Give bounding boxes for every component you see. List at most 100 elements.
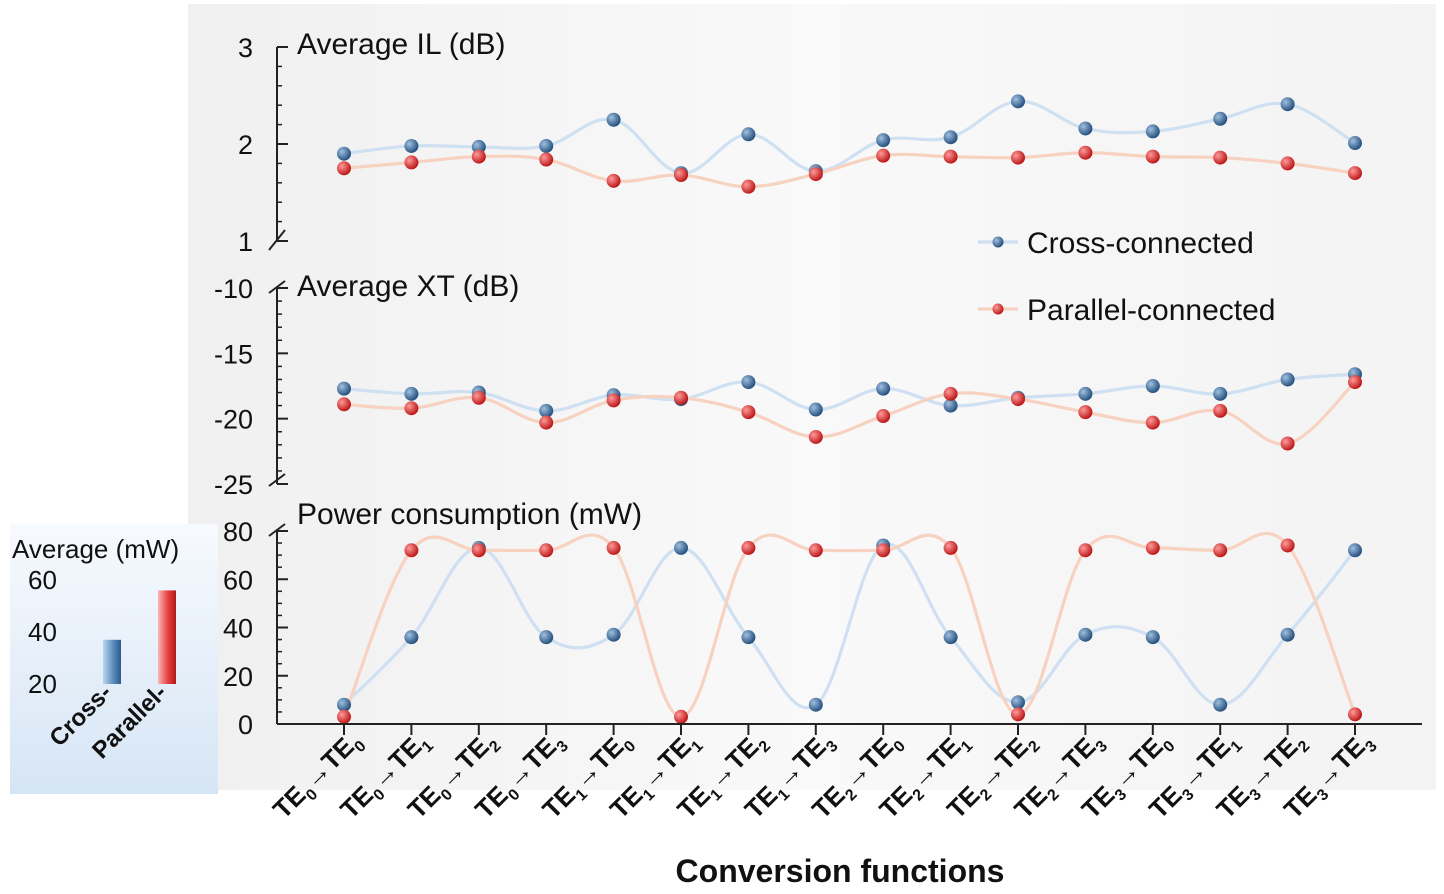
data-point-parallel [606,393,621,408]
data-point-parallel [876,409,891,424]
series-line-cross [343,372,1356,413]
panel-il: 1 2 3 Average IL (dB) [238,28,1362,257]
data-point-cross [1078,386,1093,401]
data-point-cross [1348,543,1362,558]
data-point-cross [808,402,823,417]
data-point-parallel [539,543,554,558]
data-point-parallel [337,397,351,412]
y-tick-label: 3 [238,33,253,63]
data-point-parallel [1348,166,1362,181]
data-point-cross [404,138,419,153]
data-point-parallel [1145,415,1160,430]
y-tick-label: -25 [214,470,253,500]
panel-title-xt: Average XT (dB) [297,270,519,303]
x-tick-label: TE3 →TE3 [1278,725,1381,828]
inset-title: Average (mW) [12,534,179,564]
data-point-cross [1145,630,1160,645]
data-point-parallel [943,540,958,555]
panel-title-il: Average IL (dB) [297,28,505,61]
data-point-parallel [539,152,554,167]
data-point-cross [741,630,756,645]
inset-tick-label: 20 [28,669,57,699]
series-line-parallel [343,151,1356,189]
data-point-cross [606,112,621,127]
data-point-parallel [337,709,351,724]
y-tick-label: 1 [238,227,253,257]
data-point-cross [741,127,756,142]
data-point-parallel [741,540,756,555]
legend-marker [992,236,1004,248]
data-point-parallel [1213,150,1228,165]
data-point-parallel [1078,405,1093,420]
axis-break-mark [268,473,286,487]
data-point-parallel [404,155,419,170]
panels-group: 1 2 3 Average IL (dB) -10 -15 -20 -25 Average XT… [214,28,1362,740]
data-point-cross [943,398,958,413]
data-point-parallel [943,386,958,401]
y-tick-label: 20 [223,662,253,692]
inset-tick-label: 60 [28,565,57,595]
data-point-cross [1145,379,1160,393]
data-point-cross [337,146,351,161]
inset-bar-cross [103,639,121,684]
data-point-cross [539,403,554,418]
series-line-cross [342,542,1357,709]
data-point-parallel [1280,436,1295,451]
data-point-cross [1011,94,1025,109]
data-point-parallel [1213,403,1228,418]
data-point-cross [1145,124,1160,139]
data-point-parallel [337,161,351,176]
y-tick-label: 80 [223,517,253,547]
data-point-cross [741,375,756,390]
data-point-parallel [606,540,621,555]
legend-label: Parallel-connected [1027,294,1275,327]
legend-marker [992,303,1004,315]
data-point-cross [404,386,419,401]
data-point-parallel [539,415,554,430]
y-tick-label: -15 [214,339,253,369]
plot-background [188,4,1436,790]
data-point-parallel [1348,707,1362,722]
data-point-parallel [741,179,756,194]
data-point-parallel [1011,392,1025,407]
y-tick-label: -20 [214,405,253,435]
data-point-cross [1078,121,1093,136]
data-point-parallel [741,405,756,420]
data-point-parallel [1078,145,1093,160]
y-tick-label: 40 [223,614,253,644]
axis-breaks [268,229,286,537]
data-point-cross [876,133,891,148]
data-point-parallel [1213,543,1228,558]
data-point-cross [337,381,351,396]
data-point-cross [1078,627,1093,642]
data-point-parallel [674,709,688,724]
panel-xt: -10 -15 -20 -25 Average XT (dB) [214,270,1362,500]
axis-break-mark [268,229,286,251]
data-point-cross [1213,386,1228,401]
data-point-cross [1280,97,1295,112]
data-point-cross [539,138,554,153]
x-tick-label: TE3 →TE2 [1210,725,1313,828]
data-point-parallel [1280,538,1295,553]
panel-power: 0 20 40 60 80 Power consumption (mW) [223,498,1362,740]
data-point-cross [1011,695,1025,710]
inset-tick-label: 40 [28,617,57,647]
series-line-cross [343,99,1356,175]
data-point-parallel [876,148,891,163]
y-tick-label: -10 [214,274,253,304]
data-point-parallel [943,149,958,164]
data-point-parallel [674,390,688,405]
data-point-cross [1213,111,1228,126]
data-point-cross [1280,372,1295,387]
data-point-cross [606,627,621,642]
data-point-cross [876,381,891,396]
data-point-cross [471,139,486,154]
data-point-cross [1213,697,1228,712]
x-axis-label: Conversion functions [676,853,1005,889]
axis-break-mark [268,280,286,294]
data-point-cross [674,540,688,555]
inset-bar-parallel [158,590,176,684]
data-point-parallel [674,168,688,183]
